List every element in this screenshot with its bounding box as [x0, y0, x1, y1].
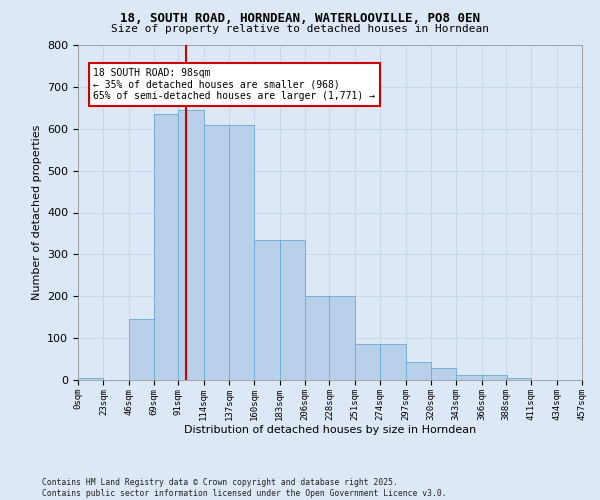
- Text: Size of property relative to detached houses in Horndean: Size of property relative to detached ho…: [111, 24, 489, 34]
- Bar: [178, 110, 204, 380]
- Bar: [431, 368, 456, 380]
- Bar: [204, 124, 229, 380]
- Text: 18, SOUTH ROAD, HORNDEAN, WATERLOOVILLE, PO8 0EN: 18, SOUTH ROAD, HORNDEAN, WATERLOOVILLE,…: [120, 12, 480, 26]
- Bar: [154, 114, 179, 380]
- Y-axis label: Number of detached properties: Number of detached properties: [32, 125, 41, 300]
- Bar: [329, 296, 355, 380]
- X-axis label: Distribution of detached houses by size in Horndean: Distribution of detached houses by size …: [184, 426, 476, 436]
- Bar: [406, 362, 431, 380]
- Bar: [129, 320, 154, 380]
- Bar: [229, 124, 254, 380]
- Text: 18 SOUTH ROAD: 98sqm
← 35% of detached houses are smaller (968)
65% of semi-deta: 18 SOUTH ROAD: 98sqm ← 35% of detached h…: [94, 68, 376, 101]
- Text: Contains HM Land Registry data © Crown copyright and database right 2025.
Contai: Contains HM Land Registry data © Crown c…: [42, 478, 446, 498]
- Bar: [280, 240, 305, 380]
- Bar: [482, 375, 507, 380]
- Bar: [305, 296, 331, 380]
- Bar: [254, 240, 280, 380]
- Bar: [380, 344, 406, 380]
- Bar: [506, 378, 531, 380]
- Bar: [355, 344, 380, 380]
- Bar: [78, 378, 103, 380]
- Bar: [456, 375, 482, 380]
